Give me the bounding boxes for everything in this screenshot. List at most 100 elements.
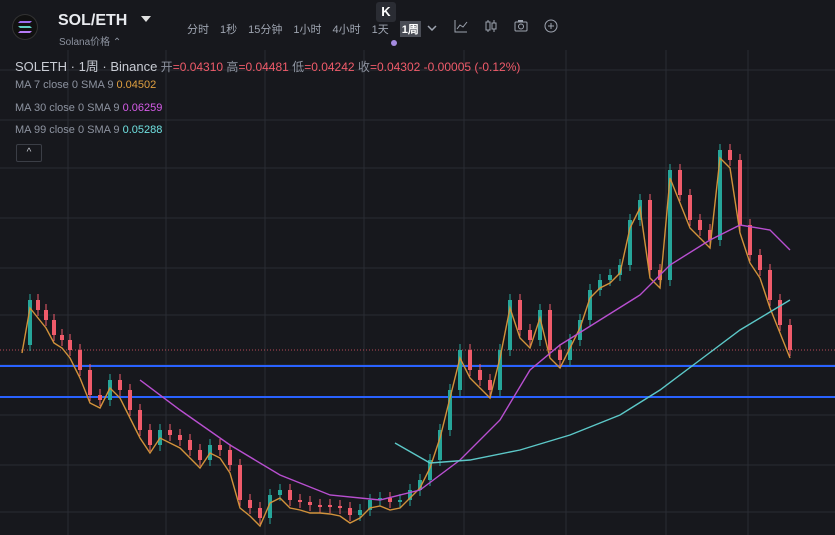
interval-tab[interactable]: 1天 [371,24,389,36]
candle [548,310,552,350]
candle [78,350,82,370]
high-label: 高 [226,60,239,74]
candle [688,195,692,220]
candle [508,300,512,350]
chevron-down-icon[interactable] [424,19,440,35]
candle [768,270,772,300]
candle [748,225,752,255]
camera-icon[interactable] [513,19,529,35]
candle [188,440,192,450]
candle [558,350,562,360]
interval-tab[interactable]: 分时 [187,24,209,36]
ohlc-legend: SOLETH · 1周 · Binance 开=0.04310 高=0.0448… [15,56,520,75]
candle [708,230,712,240]
ma99-label: MA 99 close 0 SMA 9 [15,124,120,136]
candle [478,370,482,380]
ma99-value: 0.05288 [122,124,163,136]
candle [60,335,64,340]
candle [178,435,182,440]
candle [358,510,362,515]
ma7-legend[interactable]: MA 7 close 0 SMA 9 0.04502 [15,79,156,91]
candle [318,505,322,507]
candle [398,500,402,502]
interval-tab[interactable]: 15分钟 [248,24,283,36]
candle [308,502,312,505]
collapse-legend-button[interactable]: ^ [16,144,42,162]
open-label: 开 [160,60,173,74]
solana-logo-icon [13,15,37,39]
candle [388,498,392,502]
candle [448,390,452,430]
ma7-line [21,156,791,528]
candle [368,500,372,510]
ma30-legend[interactable]: MA 30 close 0 SMA 9 0.06259 [15,102,162,114]
candle [36,300,40,310]
ma7-value: 0.04502 [116,79,157,91]
candle [338,506,342,508]
candle [198,450,202,460]
candle [378,498,382,500]
ma30-line [139,224,791,501]
candle [288,490,292,500]
close-label: 收 [357,60,370,74]
candle [568,340,572,360]
candle [88,370,92,395]
candle [408,490,412,500]
active-indicator-dot [391,40,397,46]
candle [278,490,282,495]
candle [528,330,532,340]
close-value: =0.04302 [369,60,421,74]
ma99-line [394,299,791,464]
candle [348,508,352,515]
candle [418,480,422,490]
candle [168,430,172,435]
candle [238,465,242,500]
candle [738,160,742,225]
candle [648,200,652,270]
interval-tab[interactable]: 4小时 [332,24,361,36]
interval-tab-active[interactable]: 1周 [399,21,421,37]
candle [538,310,542,340]
asset-subname[interactable]: Solana价格 ⌃ [59,37,122,48]
interval-tab[interactable]: 1小时 [293,24,322,36]
candle [718,150,722,240]
candle [668,170,672,280]
candle [678,170,682,195]
candle [28,300,32,345]
candle [468,350,472,370]
candle [258,508,262,518]
candle [588,290,592,320]
candle [758,255,762,270]
candle [518,300,522,330]
add-icon[interactable] [543,19,559,35]
candle [458,350,462,390]
candle [488,380,492,390]
indicator-icon[interactable] [453,19,469,35]
k-badge: K [376,2,396,22]
low-value: =0.04242 [304,60,355,74]
candle-style-icon[interactable] [483,19,499,35]
candle [228,450,232,465]
candle [628,220,632,265]
high-value: =0.04481 [238,60,289,74]
legend-symbol: SOLETH · 1周 · Binance [15,59,158,74]
candle [498,350,502,390]
candle [248,500,252,508]
candle [578,320,582,340]
interval-tab[interactable]: 1秒 [220,24,238,36]
pair-title[interactable]: SOL/ETH [58,12,128,29]
candle [138,410,142,430]
low-label: 低 [292,60,305,74]
candle [128,390,132,410]
pair-dropdown-icon[interactable] [141,16,151,22]
ma7-label: MA 7 close 0 SMA 9 [15,79,114,91]
ma30-value: 0.06259 [122,102,163,114]
ma30-label: MA 30 close 0 SMA 9 [15,102,120,114]
candle [118,380,122,390]
candle [44,310,48,320]
top-toolbar: SOL/ETH Solana价格 ⌃ K 分时 1秒 15分钟 1小时 4小时 … [0,0,835,50]
ma99-legend[interactable]: MA 99 close 0 SMA 9 0.05288 [15,124,162,136]
candle [598,280,602,290]
price-chart[interactable] [0,50,835,535]
candle [98,395,102,400]
